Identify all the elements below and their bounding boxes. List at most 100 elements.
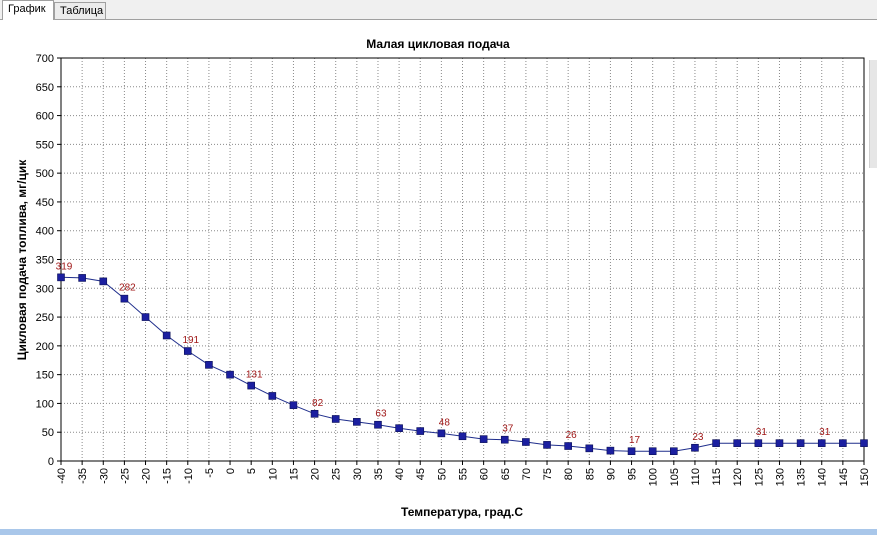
y-tick-label: 450 xyxy=(36,197,54,209)
x-axis: -40 -35 -30 -25 -20 -15 -10 -5 0 5 10 15 20 25 30 35 40 4… xyxy=(56,461,871,486)
data-point xyxy=(627,447,636,456)
tab-bar: График Таблица xyxy=(0,0,877,20)
x-tick-label: 5 xyxy=(246,468,258,474)
x-tick-label: 65 xyxy=(500,468,512,480)
y-tick-label: 550 xyxy=(36,139,54,151)
data-label: 26 xyxy=(566,430,578,441)
x-tick-label: -20 xyxy=(141,468,153,484)
data-point xyxy=(268,392,277,400)
x-tick-label: 110 xyxy=(690,468,702,486)
x-tick-label: 115 xyxy=(711,468,723,486)
data-label: 191 xyxy=(182,335,199,346)
chart-grid xyxy=(61,58,864,461)
x-tick-label: 80 xyxy=(563,468,575,480)
data-point xyxy=(141,313,150,321)
x-tick-label: 125 xyxy=(753,468,765,486)
x-tick-label: -25 xyxy=(119,468,131,484)
x-tick-label: -35 xyxy=(77,468,89,484)
x-tick-label: 100 xyxy=(648,468,660,486)
y-tick-label: 600 xyxy=(36,111,54,123)
data-point xyxy=(564,442,572,450)
x-tick-label: 135 xyxy=(796,468,808,486)
data-label: 31 xyxy=(756,427,768,438)
y-tick-label: 500 xyxy=(36,168,54,180)
data-point xyxy=(416,427,425,435)
x-tick-label: -10 xyxy=(183,468,195,484)
data-point xyxy=(289,401,298,409)
data-label: 63 xyxy=(375,409,387,420)
y-axis: 0 50 100 150 200 250 300 350 400 450 500 550 600 650 7… xyxy=(36,53,61,468)
x-tick-label: 50 xyxy=(436,468,448,480)
x-tick-label: 60 xyxy=(479,468,491,480)
tab-table[interactable]: Таблица xyxy=(54,2,106,19)
y-tick-label: 350 xyxy=(36,255,54,267)
tab-chart[interactable]: График xyxy=(2,0,54,20)
data-point xyxy=(205,361,213,369)
data-point xyxy=(162,331,171,340)
x-tick-label: 20 xyxy=(310,468,322,480)
data-point xyxy=(543,441,551,449)
y-tick-label: 100 xyxy=(36,398,54,410)
x-tick-label: 40 xyxy=(394,468,406,480)
x-tick-label: 120 xyxy=(732,468,744,486)
data-point xyxy=(585,444,594,453)
data-point xyxy=(437,429,446,438)
data-point xyxy=(670,447,678,456)
x-tick-label: 150 xyxy=(859,468,871,486)
x-tick-label: 70 xyxy=(521,468,533,480)
x-tick-label: 15 xyxy=(288,468,300,480)
data-point xyxy=(500,435,509,444)
data-label: 48 xyxy=(439,417,451,428)
data-label: 37 xyxy=(502,424,514,435)
x-tick-label: 90 xyxy=(605,468,617,480)
x-tick-label: -5 xyxy=(204,468,216,478)
y-tick-label: 200 xyxy=(36,341,54,353)
data-point xyxy=(374,420,382,429)
scrollbar[interactable] xyxy=(869,60,877,168)
chart-title: Малая цикловая подача xyxy=(366,37,510,51)
x-tick-label: 105 xyxy=(669,468,681,486)
data-point xyxy=(353,418,361,426)
y-tick-label: 0 xyxy=(48,456,54,468)
x-tick-label: 55 xyxy=(458,468,470,480)
line-chart: Малая цикловая подача 050100150200250300… xyxy=(15,37,871,519)
data-point xyxy=(458,432,467,441)
data-point xyxy=(733,439,742,447)
status-strip xyxy=(0,529,877,535)
x-tick-label: 45 xyxy=(415,468,427,480)
data-label: 282 xyxy=(119,283,136,294)
data-point xyxy=(522,438,530,446)
y-tick-label: 50 xyxy=(42,427,54,439)
x-tick-label: -15 xyxy=(162,468,174,484)
x-tick-label: 130 xyxy=(774,468,786,486)
y-tick-label: 300 xyxy=(36,283,54,295)
data-label: 319 xyxy=(56,261,73,272)
x-tick-label: -40 xyxy=(56,468,68,484)
data-point xyxy=(754,439,763,447)
data-point xyxy=(247,381,255,390)
x-tick-label: 145 xyxy=(838,468,850,486)
x-tick-label: 0 xyxy=(225,468,237,474)
y-tick-label: 250 xyxy=(36,312,54,324)
data-point xyxy=(691,443,699,452)
data-point xyxy=(78,274,86,282)
data-label: 23 xyxy=(692,432,704,443)
x-tick-label: 75 xyxy=(542,468,554,480)
data-point xyxy=(226,370,234,379)
data-point xyxy=(479,435,488,443)
data-point xyxy=(606,446,615,455)
y-tick-label: 400 xyxy=(36,226,54,238)
data-point xyxy=(395,424,403,432)
chart-series xyxy=(57,273,868,456)
data-label: 82 xyxy=(312,398,324,409)
data-point xyxy=(120,294,129,303)
data-point xyxy=(310,409,319,418)
data-point xyxy=(796,439,805,447)
data-point xyxy=(817,439,826,447)
x-tick-label: 95 xyxy=(627,468,639,480)
x-axis-label: Температура, град.С xyxy=(401,505,523,519)
x-tick-label: 10 xyxy=(267,468,279,480)
chart-data-labels: 319 282 191 131 82 63 48 37 26 17 23 31 31 xyxy=(56,261,831,446)
data-point xyxy=(331,415,340,423)
x-tick-label: 25 xyxy=(331,468,343,480)
